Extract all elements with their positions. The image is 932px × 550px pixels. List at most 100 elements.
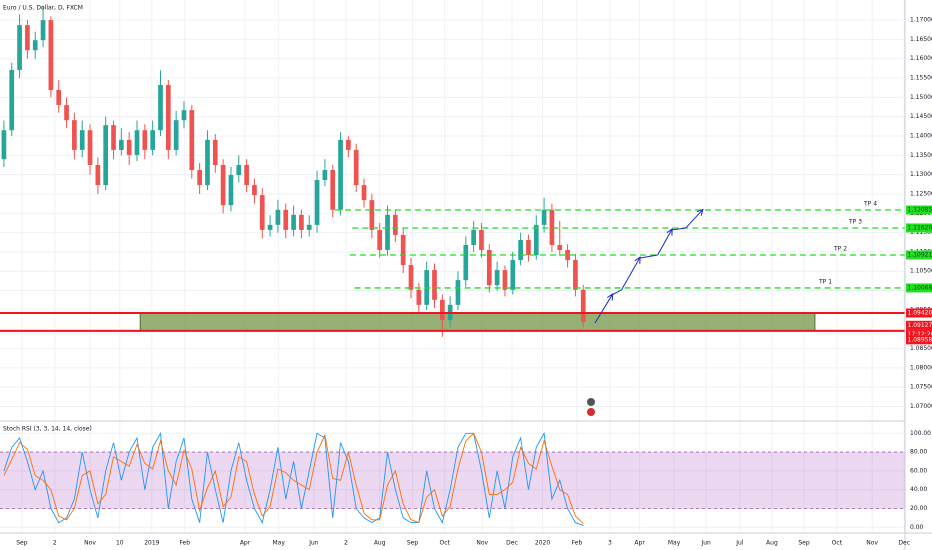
countdown-box <box>906 329 932 339</box>
x-tick-label: 10 <box>116 540 124 547</box>
candle-body <box>48 20 54 91</box>
projection-arrow <box>657 230 672 256</box>
x-tick-label: Dec <box>506 540 518 547</box>
level-price-label-box <box>906 223 932 233</box>
x-tick-label: Nov <box>866 540 878 547</box>
y-tick-label: 1.15500 <box>910 75 932 82</box>
projection-segment <box>671 227 686 231</box>
candle-body <box>393 214 398 235</box>
candle-body <box>541 209 547 225</box>
x-tick-label: Nov <box>84 540 96 547</box>
y-tick-label: 1.16000 <box>910 55 932 62</box>
event-flag <box>587 398 595 406</box>
projection-arrow <box>685 210 702 229</box>
candle-body <box>9 69 15 131</box>
candle-body <box>275 209 281 225</box>
candle-body <box>377 229 383 250</box>
support-zone <box>139 312 816 332</box>
candle-body <box>338 139 343 210</box>
x-tick-label: Apr <box>634 540 645 547</box>
y-tick-label: 1.15000 <box>910 94 932 101</box>
zone-price-label-box <box>906 335 932 345</box>
candle-body <box>494 270 500 286</box>
x-tick-label: Oct <box>832 540 843 547</box>
candle-body <box>471 229 476 245</box>
y-tick-label: 20.00 <box>910 505 927 512</box>
candle-body <box>322 170 328 181</box>
level-price-label-box <box>906 205 932 215</box>
take-profit-label: TP 4 <box>863 201 877 208</box>
candle-body <box>165 85 171 150</box>
candle-body <box>283 209 289 230</box>
candle-body <box>236 164 242 176</box>
x-tick-label: Dec <box>898 540 910 547</box>
level-price-label: 1.10068 <box>908 284 932 291</box>
candle-body <box>439 299 445 320</box>
candle-body <box>486 249 492 286</box>
zone-price-label: 1.08958 <box>908 336 932 343</box>
candle-body <box>64 105 69 121</box>
candle-body <box>95 164 101 186</box>
y-tick-label: 1.17000 <box>910 17 932 24</box>
candle-body <box>432 270 437 300</box>
candle-body <box>346 139 351 150</box>
indicator-title: Stoch RSI (3, 3, 14, 14, close) <box>3 426 92 433</box>
x-tick-label: Aug <box>374 540 386 547</box>
candle-body <box>565 249 570 261</box>
candle-body <box>103 125 109 186</box>
candle-body <box>32 40 38 51</box>
x-tick-label: Nov <box>476 540 488 547</box>
take-profit-label: TP 3 <box>848 218 862 225</box>
y-tick-label: 1.12500 <box>910 190 932 197</box>
y-tick-label: 1.07000 <box>910 403 932 410</box>
x-tick-label: May <box>272 540 285 547</box>
y-tick-label: 1.14000 <box>910 133 932 140</box>
projection-segment <box>639 254 658 259</box>
take-profit-label: TP 1 <box>818 278 832 285</box>
candle-body <box>189 110 195 171</box>
x-tick-label: Jul <box>735 540 744 547</box>
candle-body <box>369 200 375 230</box>
y-tick-label: 1.07500 <box>910 384 932 391</box>
y-tick-label: 1.11500 <box>910 229 932 236</box>
projection-arrow <box>594 295 612 324</box>
chart-title: Euro / U.S. Dollar, D, FXCM <box>3 5 83 12</box>
candle-body <box>17 25 22 70</box>
x-tick-label: Feb <box>572 540 583 547</box>
candle-body <box>40 20 46 41</box>
x-tick-label: May <box>668 540 681 547</box>
take-profit-label: TP 2 <box>833 245 847 252</box>
candle-body <box>314 180 320 225</box>
projection-arrow <box>621 258 640 291</box>
candle-body <box>79 130 85 150</box>
candle-body <box>197 170 202 186</box>
events-icon <box>587 398 595 416</box>
candle-body <box>118 139 124 150</box>
x-tick-label: Oct <box>439 540 450 547</box>
candle-body <box>72 120 77 150</box>
candle-body <box>330 170 336 210</box>
candle-body <box>158 85 163 131</box>
stoch-band <box>0 452 905 509</box>
stoch-line <box>3 432 584 524</box>
candle-body <box>205 139 210 186</box>
x-tick-label: 3 <box>608 540 612 547</box>
level-price-label-box <box>906 250 932 260</box>
candle-body <box>526 239 531 256</box>
candle-body <box>111 125 116 150</box>
candle-body <box>87 130 93 165</box>
last-price-label-box <box>906 320 932 330</box>
y-tick-label: 40.00 <box>910 486 927 493</box>
candle-body <box>416 289 422 305</box>
last-price-label: 1.09127 <box>908 322 932 329</box>
y-tick-label: 1.13000 <box>910 171 932 178</box>
candle-body <box>212 139 218 165</box>
candle-body <box>220 164 226 206</box>
level-price-label-box <box>906 283 932 293</box>
candle-body <box>56 90 62 106</box>
candle-body <box>353 149 359 186</box>
x-tick-label: 2 <box>53 540 57 547</box>
stoch-line <box>3 431 584 526</box>
candle-body <box>267 224 273 230</box>
